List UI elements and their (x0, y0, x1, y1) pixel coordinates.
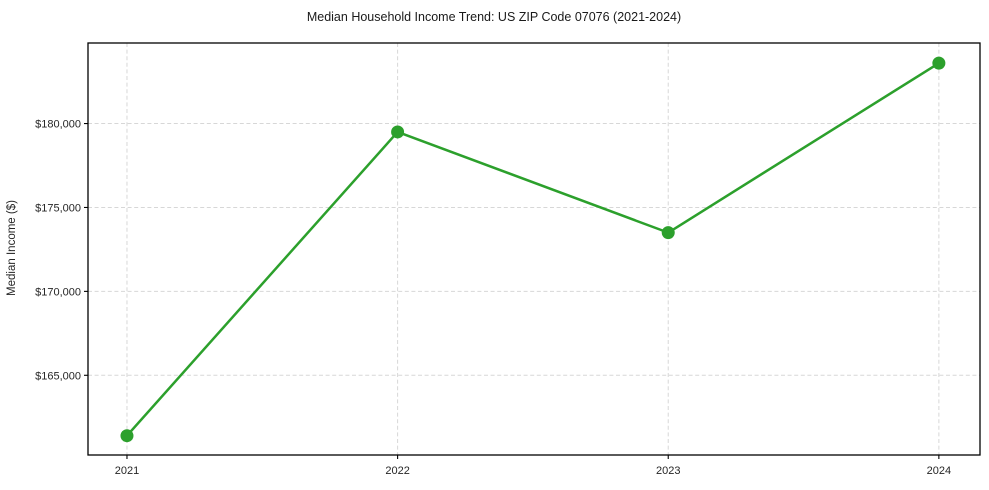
x-tick-label: 2023 (656, 465, 680, 477)
grid-layer (88, 43, 980, 455)
x-tick-label: 2024 (927, 465, 951, 477)
x-tick-label: 2021 (115, 465, 139, 477)
y-tick-label: $165,000 (35, 370, 81, 382)
data-point (391, 125, 405, 139)
series-layer (120, 56, 946, 443)
y-tick-label: $175,000 (35, 202, 81, 214)
data-point (661, 226, 675, 240)
data-point (120, 429, 134, 443)
data-point (932, 56, 946, 70)
y-tick-label: $170,000 (35, 286, 81, 298)
plot-border (87, 42, 981, 456)
y-axis-label: Median Income ($) (6, 200, 18, 296)
axes-layer: $165,000 $170,000 $175,000 $180,000 2021 2022… (35, 42, 981, 477)
chart-title: Median Household Income Trend: US ZIP Co… (307, 10, 681, 24)
y-tick-label: $180,000 (35, 119, 81, 131)
trend-line (125, 61, 941, 437)
x-tick-label: 2022 (385, 465, 409, 477)
